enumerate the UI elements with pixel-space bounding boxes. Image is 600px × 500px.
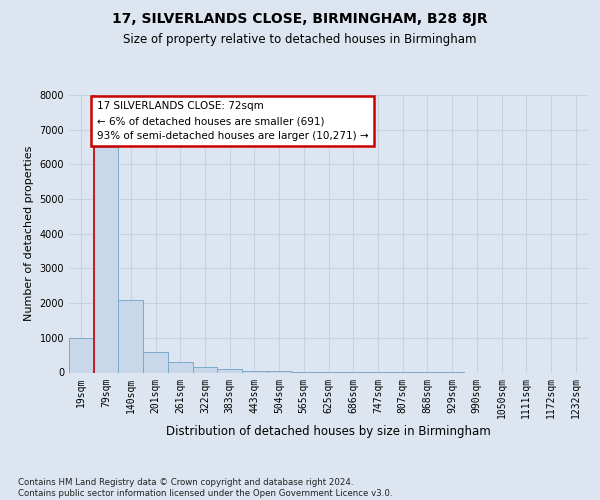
Bar [143,352,168,372]
Bar [94,147,118,372]
X-axis label: Distribution of detached houses by size in Birmingham: Distribution of detached houses by size … [166,426,491,438]
Y-axis label: Number of detached properties: Number of detached properties [24,146,34,322]
Bar [242,371,267,372]
Bar [118,300,143,372]
Bar [217,370,242,372]
Bar [168,362,193,372]
Text: 17, SILVERLANDS CLOSE, BIRMINGHAM, B28 8JR: 17, SILVERLANDS CLOSE, BIRMINGHAM, B28 8… [112,12,488,26]
Text: Contains HM Land Registry data © Crown copyright and database right 2024.
Contai: Contains HM Land Registry data © Crown c… [18,478,392,498]
Text: Size of property relative to detached houses in Birmingham: Size of property relative to detached ho… [123,32,477,46]
Bar [193,367,217,372]
Text: 17 SILVERLANDS CLOSE: 72sqm
← 6% of detached houses are smaller (691)
93% of sem: 17 SILVERLANDS CLOSE: 72sqm ← 6% of deta… [97,101,368,141]
Bar [69,338,94,372]
